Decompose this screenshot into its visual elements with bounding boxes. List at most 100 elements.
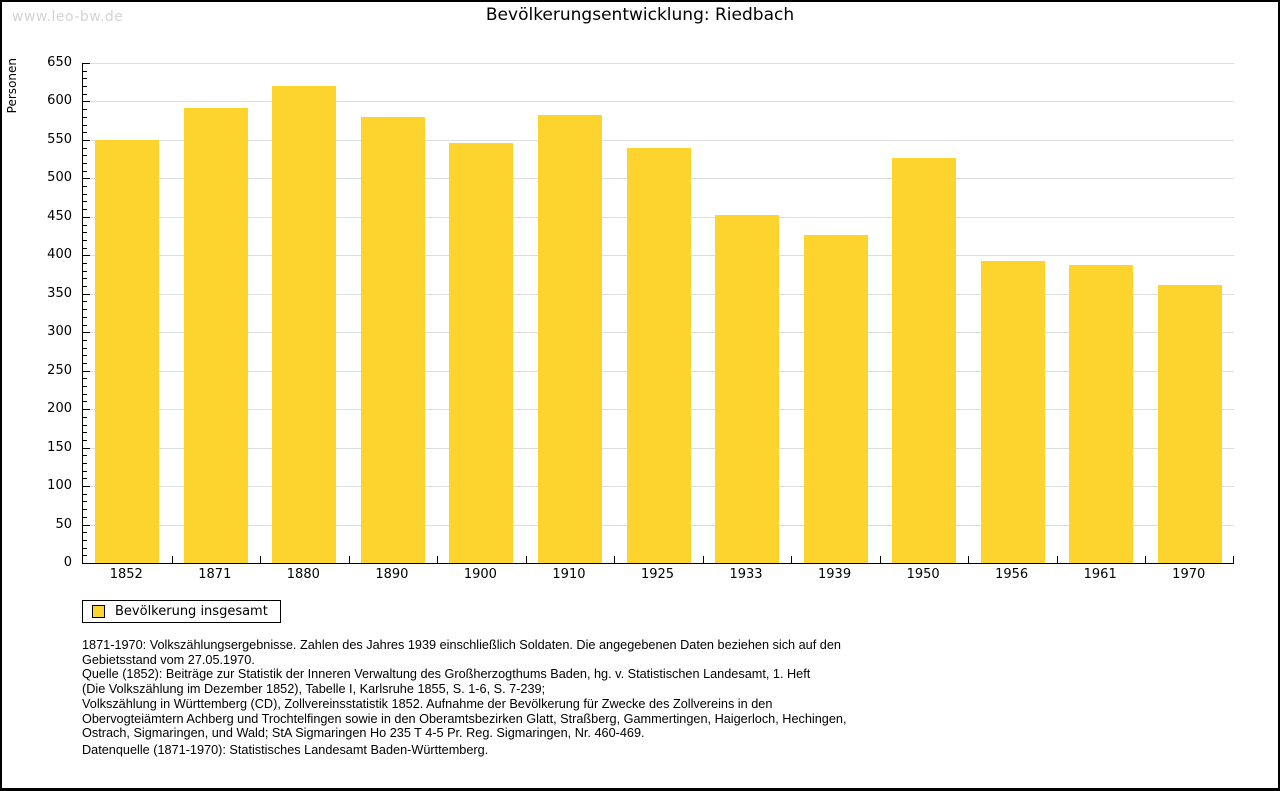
- gridline: [83, 139, 1234, 141]
- x-axis-labels: 1852 1871 1880 1890 1900 1910 1925 1933 1939 1950…: [82, 567, 1233, 583]
- bar: [892, 158, 957, 563]
- x-tick: [703, 556, 704, 563]
- x-tick: [968, 556, 969, 563]
- y-minor-tick: [83, 339, 87, 341]
- x-tick: [172, 556, 173, 563]
- footnote-line: Ostrach, Sigmaringen, und Wald; StA Sigm…: [82, 726, 645, 741]
- y-minor-tick: [83, 539, 87, 541]
- x-tick-label: 1933: [729, 567, 763, 582]
- y-minor-tick: [83, 263, 87, 264]
- y-axis-labels: 0 50 100 150 200 250 300 350 400 450 500 550 600 650: [2, 56, 72, 570]
- footnote-line: Gebietsstand vom 27.05.1970.: [82, 652, 255, 667]
- y-minor-tick: [83, 363, 87, 364]
- y-major-tick: [83, 255, 90, 257]
- y-minor-tick: [83, 555, 87, 557]
- y-tick-label: 200: [47, 401, 72, 417]
- x-tick-label: 1871: [198, 567, 232, 582]
- y-tick-label: 600: [47, 93, 72, 109]
- y-minor-tick: [83, 163, 87, 164]
- y-minor-tick: [83, 147, 87, 149]
- legend-label: Bevölkerung insgesamt: [115, 604, 268, 619]
- x-tick-label: 1956: [995, 567, 1029, 582]
- bar: [715, 215, 780, 563]
- y-minor-tick: [83, 109, 87, 111]
- y-minor-tick: [83, 455, 87, 457]
- y-minor-tick: [83, 124, 87, 126]
- y-minor-tick: [83, 209, 87, 211]
- y-minor-tick: [83, 401, 87, 403]
- y-major-tick: [83, 447, 90, 449]
- y-minor-tick: [83, 516, 87, 518]
- chart-title: Bevölkerungsentwicklung: Riedbach: [485, 5, 795, 25]
- x-tick-label: 1880: [286, 567, 320, 582]
- bar: [626, 148, 691, 563]
- y-tick-label: 500: [47, 170, 72, 186]
- x-tick-label: 1890: [375, 567, 409, 582]
- legend-box: Bevölkerung insgesamt: [82, 600, 281, 623]
- y-tick-label: 50: [55, 516, 72, 532]
- bar: [803, 235, 868, 563]
- y-tick-label: 150: [47, 439, 72, 455]
- y-minor-tick: [83, 86, 87, 88]
- x-tick-label: 1852: [109, 567, 143, 582]
- y-minor-tick: [83, 270, 87, 272]
- y-tick-label: 250: [47, 362, 72, 378]
- y-minor-tick: [83, 393, 87, 395]
- x-tick: [349, 556, 350, 563]
- y-minor-tick: [83, 155, 87, 157]
- y-minor-tick: [83, 509, 87, 511]
- y-minor-tick: [83, 493, 87, 495]
- y-minor-tick: [83, 547, 87, 549]
- footnote-block: 1871-1970: Volkszählungsergebnisse. Zahl…: [82, 638, 1232, 741]
- y-major-tick: [83, 409, 90, 411]
- footnote-line: Quelle (1852): Beiträge zur Statistik de…: [82, 667, 811, 682]
- y-minor-tick: [83, 347, 87, 349]
- x-tick-label: 1925: [640, 567, 675, 582]
- y-minor-tick: [83, 201, 87, 203]
- y-tick-label: 300: [47, 324, 72, 340]
- y-major-tick: [83, 370, 90, 372]
- y-minor-tick: [83, 286, 87, 288]
- x-tick-label: 1939: [818, 567, 852, 582]
- x-tick: [614, 556, 615, 563]
- x-tick-label: 1961: [1083, 567, 1117, 582]
- y-minor-tick: [83, 432, 87, 434]
- legend-swatch: [92, 605, 105, 618]
- y-minor-tick: [83, 224, 87, 226]
- y-minor-tick: [83, 316, 87, 318]
- bar: [537, 114, 602, 563]
- x-tick-label: 1970: [1172, 567, 1206, 582]
- y-minor-tick: [83, 478, 87, 480]
- x-tick: [880, 556, 881, 563]
- y-tick-label: 100: [47, 478, 72, 494]
- y-minor-tick: [83, 186, 87, 188]
- y-minor-tick: [83, 170, 87, 172]
- bar: [449, 143, 514, 563]
- y-minor-tick: [83, 463, 87, 464]
- y-minor-tick: [83, 70, 87, 72]
- y-minor-tick: [83, 424, 87, 426]
- y-minor-tick: [83, 355, 87, 357]
- gridline: [83, 63, 1234, 64]
- y-tick-label: 350: [47, 285, 72, 301]
- y-minor-tick: [83, 378, 87, 380]
- bar: [95, 139, 160, 563]
- x-tick: [260, 556, 261, 563]
- x-tick: [1057, 556, 1058, 563]
- y-major-tick: [83, 332, 90, 334]
- y-minor-tick: [83, 532, 87, 534]
- y-major-tick: [83, 293, 90, 295]
- bar: [183, 108, 248, 563]
- y-major-tick: [83, 139, 90, 141]
- bar: [360, 116, 425, 563]
- footnote-line: (Die Volkszählung im Dezember 1852), Tab…: [82, 682, 546, 697]
- x-tick: [437, 556, 438, 563]
- bar: [1157, 285, 1222, 563]
- y-minor-tick: [83, 193, 87, 195]
- y-minor-tick: [83, 78, 87, 80]
- footnote-line: Volkszählung in Württemberg (CD), Zollve…: [82, 696, 773, 711]
- bar: [1069, 265, 1134, 563]
- y-minor-tick: [83, 309, 87, 311]
- bar: [980, 261, 1045, 563]
